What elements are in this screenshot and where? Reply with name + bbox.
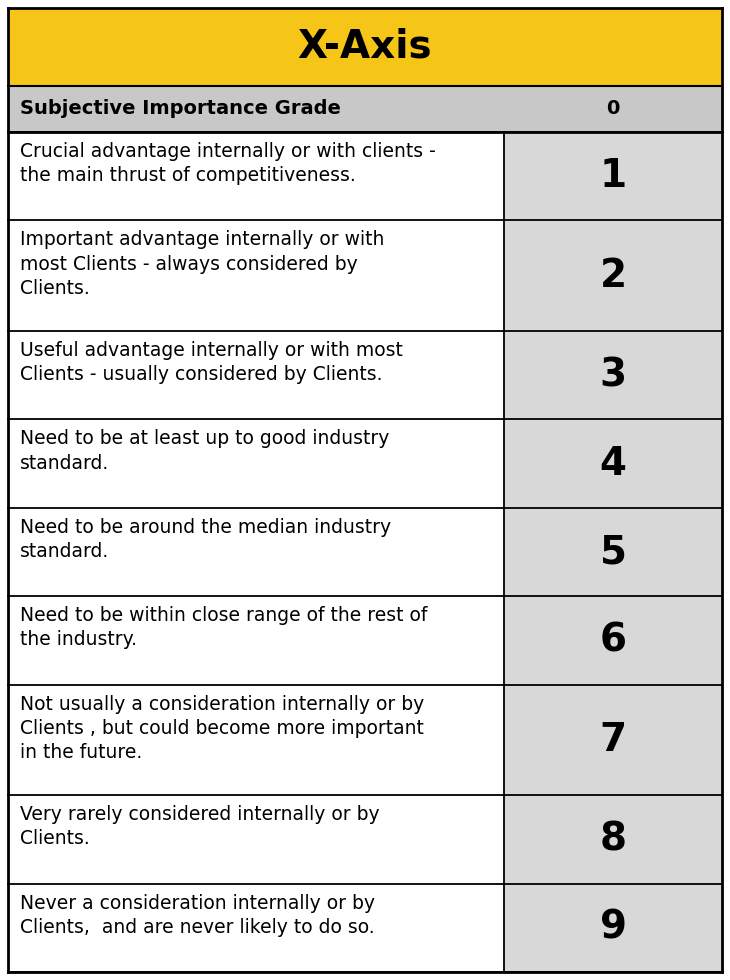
Text: Need to be around the median industry
standard.: Need to be around the median industry st…: [20, 517, 391, 561]
Text: Need to be at least up to good industry
standard.: Need to be at least up to good industry …: [20, 429, 389, 472]
Bar: [8, 419, 504, 508]
Text: 9: 9: [599, 908, 626, 947]
Bar: [8, 596, 504, 685]
Bar: [504, 132, 722, 220]
Bar: [504, 685, 722, 795]
Bar: [504, 220, 722, 331]
Bar: [504, 795, 722, 884]
Text: Important advantage internally or with
most Clients - always considered by
Clien: Important advantage internally or with m…: [20, 230, 385, 298]
Text: Need to be within close range of the rest of
the industry.: Need to be within close range of the res…: [20, 607, 427, 650]
Bar: [8, 884, 504, 972]
Text: 3: 3: [599, 356, 626, 394]
Bar: [8, 685, 504, 795]
Text: Crucial advantage internally or with clients -
the main thrust of competitivenes: Crucial advantage internally or with cli…: [20, 142, 436, 185]
Text: Useful advantage internally or with most
Clients - usually considered by Clients: Useful advantage internally or with most…: [20, 341, 403, 384]
Text: Very rarely considered internally or by
Clients.: Very rarely considered internally or by …: [20, 806, 380, 849]
Text: Subjective Importance Grade: Subjective Importance Grade: [20, 100, 341, 119]
Text: 8: 8: [599, 820, 626, 858]
Text: X-Axis: X-Axis: [298, 28, 432, 66]
Bar: [8, 86, 722, 132]
Text: 4: 4: [599, 445, 626, 482]
Bar: [8, 8, 722, 86]
Text: 2: 2: [599, 257, 626, 295]
Text: 7: 7: [599, 721, 626, 759]
Bar: [8, 331, 504, 419]
Text: 0: 0: [607, 100, 620, 119]
Bar: [504, 331, 722, 419]
Text: 1: 1: [599, 157, 626, 195]
Text: Never a consideration internally or by
Clients,  and are never likely to do so.: Never a consideration internally or by C…: [20, 894, 375, 937]
Bar: [504, 419, 722, 508]
Bar: [504, 596, 722, 685]
Bar: [8, 795, 504, 884]
Text: 5: 5: [599, 533, 626, 571]
Bar: [8, 220, 504, 331]
Text: Not usually a consideration internally or by
Clients , but could become more imp: Not usually a consideration internally o…: [20, 695, 424, 762]
Bar: [504, 884, 722, 972]
Bar: [8, 132, 504, 220]
Bar: [504, 508, 722, 596]
Text: 6: 6: [599, 621, 626, 660]
Bar: [8, 508, 504, 596]
